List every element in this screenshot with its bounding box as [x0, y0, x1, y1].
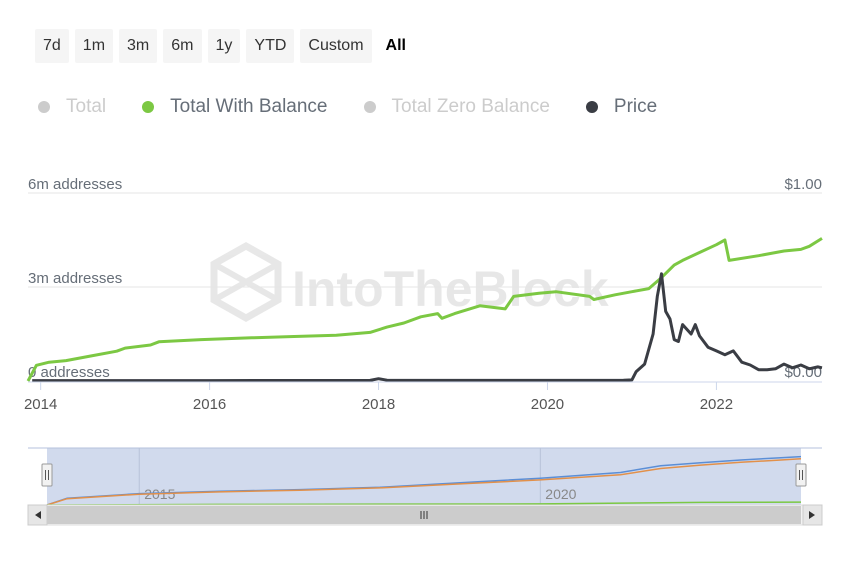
range-button-custom[interactable]: Custom [300, 29, 372, 63]
legend-dot-icon [363, 101, 376, 113]
arrow-right-icon [809, 511, 815, 519]
x-tick-label: 2020 [531, 396, 564, 413]
x-tick-label: 2022 [700, 396, 733, 413]
navigator-background [28, 448, 822, 505]
legend-label: Total Zero Balance [391, 96, 550, 117]
x-tick-label: 2018 [362, 396, 395, 413]
legend-label: Total With Balance [170, 96, 328, 117]
watermark-logo-icon [210, 241, 282, 323]
navigator-handle-left[interactable] [41, 463, 53, 487]
y-right-tick-label: $1.00 [784, 176, 822, 193]
watermark-logo-line [212, 261, 280, 303]
y-left-tick-label: 6m addresses [28, 176, 122, 193]
legend-dot-icon [585, 101, 598, 113]
range-button-3m[interactable]: 3m [119, 29, 158, 63]
legend-label: Price [613, 96, 658, 117]
legend-item-total-with-balance[interactable]: Total With Balance [142, 96, 328, 118]
legend-dot-icon [142, 101, 155, 113]
range-button-1y[interactable]: 1y [207, 29, 241, 63]
range-button-all[interactable]: All [385, 37, 406, 54]
legend-dot-icon [38, 101, 50, 113]
y-left-tick-label: 3m addresses [28, 270, 122, 287]
range-selector: 7d 1m 3m 6m 1y YTD Custom All [35, 29, 414, 63]
legend-item-total[interactable]: Total [38, 96, 106, 118]
watermark-text: IntoTheBlock [292, 261, 609, 317]
range-button-1m[interactable]: 1m [74, 29, 114, 63]
y-left-tick-label: 0 addresses [28, 364, 110, 381]
watermark-logo-line [212, 261, 280, 303]
navigator-series-line [46, 458, 802, 506]
range-button-6m[interactable]: 6m [163, 29, 202, 63]
x-tick-label: 2016 [193, 396, 226, 413]
range-button-7d[interactable]: 7d [35, 29, 69, 63]
scroll-left-button[interactable] [27, 504, 48, 526]
scroll-right-button[interactable] [802, 504, 823, 526]
range-button-ytd[interactable]: YTD [246, 29, 295, 63]
legend-item-total-zero-balance[interactable]: Total Zero Balance [363, 96, 550, 118]
legend-item-price[interactable]: Price [585, 96, 658, 118]
navigator-handle-right[interactable] [795, 463, 807, 487]
handle-grip-icon [795, 463, 807, 487]
series-line-price [32, 272, 823, 383]
navigator-mask [47, 448, 801, 505]
handle-grip-icon [41, 463, 53, 487]
x-tick-label: 2014 [24, 396, 57, 413]
chart-legend: Total Total With Balance Total Zero Balanc… [38, 96, 693, 118]
legend-label: Total [66, 96, 107, 117]
navigator-tick-label: 2020 [545, 486, 576, 502]
series-line-total-with-balance [26, 237, 823, 382]
navigator: 2015 2020 [28, 447, 822, 506]
arrow-left-icon [35, 511, 41, 519]
scrollbar [27, 504, 823, 526]
watermark-logo: IntoTheBlock [210, 241, 609, 323]
